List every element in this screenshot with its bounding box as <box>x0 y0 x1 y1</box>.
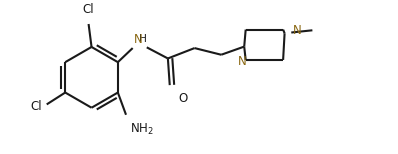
Text: O: O <box>178 92 187 105</box>
Text: NH$_2$: NH$_2$ <box>130 122 154 137</box>
Text: Cl: Cl <box>31 100 42 113</box>
Text: H: H <box>139 34 147 44</box>
Text: Cl: Cl <box>83 3 94 16</box>
Text: N: N <box>293 24 302 37</box>
Text: N: N <box>134 33 142 46</box>
Text: N: N <box>238 55 247 68</box>
